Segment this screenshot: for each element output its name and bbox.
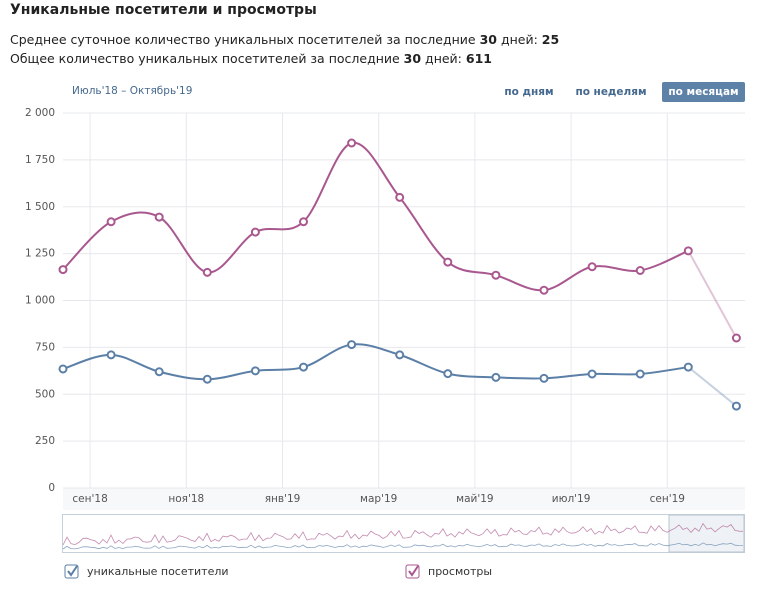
- data-point[interactable]: [491, 270, 501, 280]
- minimap-lines: [62, 522, 744, 550]
- stat-line: Среднее суточное количество уникальных п…: [10, 32, 559, 47]
- range-label: Июль'18 – Октябрь'19: [72, 85, 192, 97]
- data-point[interactable]: [299, 362, 308, 372]
- x-tick-label: ноя'18: [168, 493, 204, 505]
- x-tick-label: мар'19: [360, 493, 397, 505]
- y-tick-label: 1 750: [25, 154, 55, 166]
- data-point[interactable]: [683, 246, 693, 256]
- data-point[interactable]: [539, 285, 549, 295]
- data-point[interactable]: [731, 333, 741, 343]
- x-tick-label: май'19: [456, 493, 493, 505]
- stat-text: Общее количество уникальных посетителей …: [10, 51, 404, 66]
- stat-text: дней:: [497, 32, 542, 47]
- series-line-incomplete: [687, 366, 738, 407]
- legend-check[interactable]: [408, 565, 419, 577]
- y-tick-label: 250: [35, 435, 55, 447]
- y-tick-label: 500: [35, 388, 55, 400]
- y-tick-label: 0: [48, 482, 55, 494]
- data-point[interactable]: [202, 267, 212, 277]
- data-point[interactable]: [587, 369, 597, 379]
- data-point[interactable]: [731, 401, 741, 411]
- period-button[interactable]: по дням: [504, 86, 553, 98]
- data-point[interactable]: [58, 265, 68, 275]
- x-tick-label: янв'19: [265, 493, 301, 505]
- stat-days: 30: [479, 32, 497, 47]
- series-line: [62, 141, 689, 292]
- data-point[interactable]: [635, 266, 645, 275]
- data-point[interactable]: [587, 262, 597, 272]
- legend-label[interactable]: уникальные посетители: [87, 565, 229, 578]
- data-point[interactable]: [250, 227, 260, 237]
- x-axis-band: [63, 488, 745, 510]
- minimap-selection[interactable]: [668, 514, 745, 553]
- data-point[interactable]: [106, 350, 116, 360]
- x-tick-label: сен'18: [72, 493, 107, 505]
- period-button[interactable]: по неделям: [575, 86, 646, 98]
- y-tick-label: 1 500: [25, 201, 55, 213]
- x-tick-label: сен'19: [650, 493, 685, 505]
- x-tick-label: июл'19: [552, 493, 591, 505]
- stat-text: Среднее суточное количество уникальных п…: [10, 32, 480, 47]
- data-point[interactable]: [250, 366, 260, 376]
- data-point[interactable]: [299, 217, 308, 227]
- period-button[interactable]: по месяцам: [668, 86, 738, 98]
- data-point[interactable]: [202, 374, 212, 384]
- series-line-incomplete: [687, 250, 738, 339]
- button-bg[interactable]: [662, 82, 745, 102]
- y-tick-label: 1 000: [25, 295, 55, 307]
- data-point[interactable]: [539, 373, 549, 383]
- y-tick-label: 2 000: [25, 107, 55, 119]
- y-tick-label: 1 250: [25, 248, 55, 260]
- minimap-line: [62, 522, 744, 546]
- data-point[interactable]: [154, 367, 164, 377]
- legend-check[interactable]: [67, 565, 78, 577]
- stat-text: дней:: [421, 51, 466, 66]
- stat-value: 611: [465, 51, 492, 66]
- stat-line: Общее количество уникальных посетителей …: [10, 51, 492, 66]
- data-point[interactable]: [106, 217, 116, 227]
- data-point[interactable]: [347, 340, 357, 350]
- data-point[interactable]: [683, 362, 693, 372]
- page-title: Уникальные посетители и просмотры: [10, 2, 317, 18]
- data-point[interactable]: [491, 372, 501, 382]
- data-point[interactable]: [443, 257, 453, 267]
- stat-days: 30: [403, 51, 422, 66]
- minimap-line: [62, 542, 744, 550]
- data-point[interactable]: [395, 192, 405, 202]
- y-tick-label: 750: [35, 341, 55, 353]
- data-point[interactable]: [58, 364, 68, 374]
- legend-label[interactable]: просмотры: [428, 565, 492, 578]
- data-point[interactable]: [154, 212, 164, 222]
- data-point[interactable]: [635, 369, 645, 379]
- minimap: [62, 514, 745, 553]
- stat-value: 25: [541, 32, 560, 47]
- data-point[interactable]: [443, 369, 453, 379]
- data-point[interactable]: [395, 350, 405, 360]
- data-point[interactable]: [347, 138, 357, 148]
